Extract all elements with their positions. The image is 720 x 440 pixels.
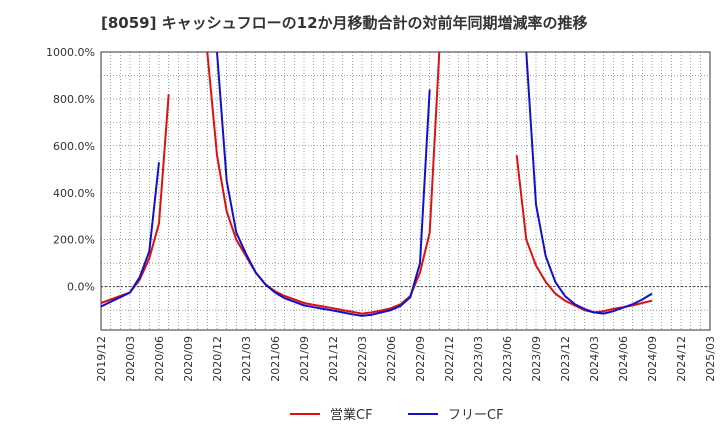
- x-tick-label: 2023/09: [530, 336, 543, 382]
- series-line-free-cf: [216, 52, 431, 317]
- y-tick-label: 400.0%: [53, 187, 95, 200]
- y-tick-label: 800.0%: [53, 93, 95, 106]
- x-tick-label: 2024/09: [646, 336, 659, 382]
- x-tick-label: 2023/12: [559, 336, 572, 382]
- x-tick-label: 2021/12: [327, 336, 340, 382]
- chart-title: [8059] キャッシュフローの12か月移動合計の対前年同期増減率の推移: [101, 14, 588, 32]
- x-tick-label: 2022/03: [356, 336, 369, 382]
- legend-line-operating-cf: [290, 412, 320, 415]
- x-tick-label: 2024/12: [675, 336, 688, 382]
- y-tick-label: 200.0%: [53, 234, 95, 247]
- x-tick-label: 2022/06: [385, 336, 398, 382]
- series-line-free-cf: [101, 162, 160, 308]
- x-tick-label: 2022/12: [443, 336, 456, 382]
- x-tick-label: 2019/12: [95, 336, 108, 382]
- x-tick-label: 2021/03: [240, 336, 253, 382]
- x-tick-label: 2024/06: [617, 336, 630, 382]
- x-tick-label: 2020/03: [124, 336, 137, 382]
- x-tick-label: 2021/09: [298, 336, 311, 382]
- series-line-operating-cf: [206, 52, 441, 315]
- legend-item-operating-cf: 営業CF: [290, 404, 373, 423]
- legend-label-operating-cf: 営業CF: [330, 408, 373, 423]
- legend-item-free-cf: フリーCF: [408, 404, 504, 423]
- x-tick-label: 2021/06: [269, 336, 282, 382]
- y-tick-label: 0.0%: [67, 281, 95, 294]
- x-tick-label: 2022/09: [414, 336, 427, 382]
- x-tick-label: 2023/03: [472, 336, 485, 382]
- x-tick-label: 2020/12: [211, 336, 224, 382]
- legend-label-free-cf: フリーCF: [448, 408, 504, 423]
- y-tick-label: 600.0%: [53, 140, 95, 153]
- series-line-free-cf: [525, 52, 653, 315]
- x-tick-label: 2024/03: [588, 336, 601, 382]
- y-tick-label: 1000.0%: [46, 46, 95, 59]
- x-tick-label: 2025/03: [704, 336, 717, 382]
- x-tick-label: 2020/06: [153, 336, 166, 382]
- plot-border: [100, 51, 711, 331]
- x-tick-label: 2020/09: [182, 336, 195, 382]
- x-tick-label: 2023/06: [501, 336, 514, 382]
- legend: 営業CF フリーCF: [0, 402, 720, 426]
- legend-line-free-cf: [408, 412, 438, 415]
- plot-area: [101, 52, 710, 330]
